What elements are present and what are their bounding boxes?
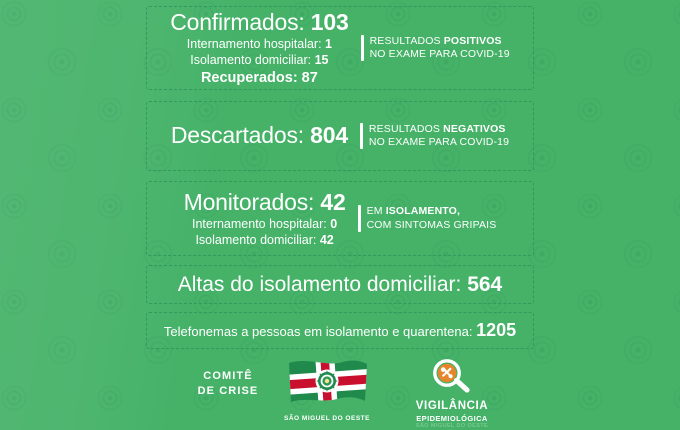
confirmados-caption-line1-prefix: RESULTADOS <box>369 34 444 47</box>
telefonemas-line: Telefonemas a pessoas em isolamento e qu… <box>164 320 516 341</box>
monitorados-caption: EM ISOLAMENTO, COM SINTOMAS GRIPAIS <box>367 205 497 231</box>
vigilancia-city: SÃO MIGUEL DO OESTE <box>415 423 489 429</box>
descartados-caption-line1-strong: NEGATIVOS <box>443 122 506 135</box>
descartados-caption: RESULTADOS NEGATIVOS NO EXAME PARA COVID… <box>369 123 509 149</box>
stat-box-altas: Altas do isolamento domiciliar: 564 <box>146 265 534 304</box>
monitorados-row-domiciliar-value: 42 <box>319 233 334 248</box>
stat-box-monitorados: Monitorados: 42 Internamento hospitalar:… <box>146 181 534 256</box>
descartados-caption-line1-prefix: RESULTADOS <box>368 122 444 135</box>
monitorados-label: Monitorados: <box>183 189 321 216</box>
monitorados-inner: Monitorados: 42 Internamento hospitalar:… <box>147 189 533 248</box>
altas-value: 564 <box>467 272 503 296</box>
descartados-value: 804 <box>310 122 348 149</box>
descartados-figures: Descartados: 804 <box>171 122 348 149</box>
telefonemas-value: 1205 <box>476 320 517 340</box>
confirmados-caption-line2: NO EXAME PARA COVID-19 <box>369 47 510 60</box>
vigilancia-sub: EPIDEMIOLÓGICA <box>416 413 488 423</box>
stat-box-confirmados: Confirmados: 103 Internamento hospitalar… <box>146 6 534 90</box>
confirmados-caption: RESULTADOS POSITIVOS NO EXAME PARA COVID… <box>370 35 510 61</box>
confirmados-caption-line1-strong: POSITIVOS <box>443 34 502 47</box>
vertical-rule-divider <box>357 205 361 232</box>
confirmados-figures: Confirmados: 103 Internamento hospitalar… <box>170 8 349 88</box>
sao-miguel-do-oeste-flag-logo: SÃO MIGUEL DO OESTE <box>281 357 373 422</box>
vigilancia-name: VIGILÂNCIA <box>415 400 489 412</box>
confirmados-inner: Confirmados: 103 Internamento hospitalar… <box>147 9 533 88</box>
magnifying-glass-virus-icon <box>433 359 470 393</box>
municipal-flag-icon <box>289 360 367 402</box>
confirmados-label: Confirmados: <box>170 8 311 35</box>
poster-footer: COMITÊ DE CRISE <box>0 355 680 430</box>
monitorados-headline: Monitorados: 42 <box>184 189 346 216</box>
monitorados-row-hospitalar-label: Internamento hospitalar: <box>191 217 331 232</box>
flag-caption: SÃO MIGUEL DO OESTE <box>284 415 370 422</box>
monitorados-row-hospitalar: Internamento hospitalar: 0 <box>184 217 346 232</box>
descartados-label: Descartados: <box>170 122 311 149</box>
monitorados-caption-line1-prefix: EM <box>366 205 386 218</box>
confirmados-value: 103 <box>310 8 349 35</box>
confirmados-headline: Confirmados: 103 <box>170 8 349 36</box>
confirmados-recuperados: Recuperados: 87 <box>200 70 318 87</box>
descartados-headline: Descartados: 804 <box>171 122 348 149</box>
vertical-rule-divider <box>360 34 364 62</box>
monitorados-row-hospitalar-value: 0 <box>330 217 338 232</box>
descartados-inner: Descartados: 804 RESULTADOS NEGATIVOS NO… <box>147 122 533 150</box>
monitorados-caption-line2: COM SINTOMAS GRIPAIS <box>366 218 497 231</box>
comite-de-crise-logo: COMITÊ DE CRISE <box>186 369 270 399</box>
altas-line: Altas do isolamento domiciliar: 564 <box>178 273 503 297</box>
confirmados-row-domiciliar-value: 15 <box>314 52 329 67</box>
vertical-rule-divider <box>359 122 363 150</box>
stat-box-telefonemas: Telefonemas a pessoas em isolamento e qu… <box>146 312 534 349</box>
confirmados-row-domiciliar-label: Isolamento domiciliar: <box>190 52 315 67</box>
monitorados-figures: Monitorados: 42 Internamento hospitalar:… <box>184 189 346 248</box>
confirmados-caption-group: RESULTADOS POSITIVOS NO EXAME PARA COVID… <box>360 34 510 62</box>
comite-line2: DE CRISE <box>197 384 259 397</box>
confirmados-row-domiciliar: Isolamento domiciliar: 15 <box>170 53 348 68</box>
altas-label: Altas do isolamento domiciliar: <box>177 272 468 296</box>
telefonemas-label: Telefonemas a pessoas em isolamento e qu… <box>163 324 477 339</box>
descartados-caption-group: RESULTADOS NEGATIVOS NO EXAME PARA COVID… <box>359 122 509 150</box>
monitorados-value: 42 <box>320 189 346 216</box>
comite-line1: COMITÊ <box>203 370 253 382</box>
monitorados-caption-line1-strong: ISOLAMENTO, <box>385 205 461 218</box>
monitorados-row-domiciliar: Isolamento domiciliar: 42 <box>184 233 346 248</box>
descartados-caption-line2: NO EXAME PARA COVID-19 <box>368 136 510 148</box>
stat-box-descartados: Descartados: 804 RESULTADOS NEGATIVOS NO… <box>146 101 534 171</box>
monitorados-row-domiciliar-label: Isolamento domiciliar: <box>195 233 320 248</box>
monitorados-caption-group: EM ISOLAMENTO, COM SINTOMAS GRIPAIS <box>357 205 497 232</box>
vigilancia-epidemiologica-logo: VIGILÂNCIA EPIDEMIOLÓGICA SÃO MIGUEL DO … <box>404 358 500 430</box>
confirmados-row-hospitalar-value: 1 <box>325 36 332 51</box>
confirmados-row-hospitalar-label: Internamento hospitalar: <box>186 36 326 51</box>
confirmados-row-hospitalar: Internamento hospitalar: 1 <box>170 37 348 52</box>
flag-emblem <box>316 370 338 392</box>
